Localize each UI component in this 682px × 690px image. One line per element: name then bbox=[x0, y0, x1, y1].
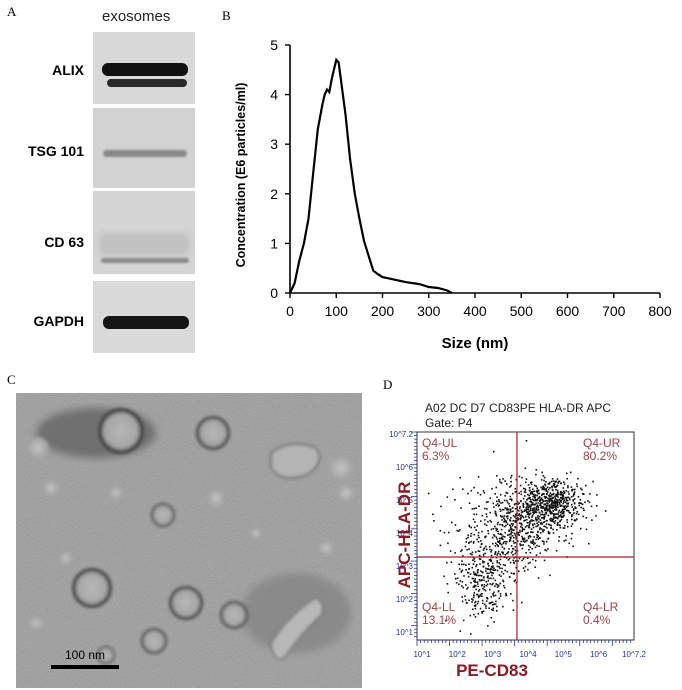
flow-x-tick-label: 10^5 bbox=[555, 650, 573, 659]
x-tick-label: 300 bbox=[417, 303, 441, 319]
chart-axes bbox=[285, 44, 661, 298]
x-axis-label: Size (nm) bbox=[442, 335, 509, 352]
blot-label-cd63: CD 63 bbox=[44, 234, 84, 250]
panel-d-letter: D bbox=[383, 377, 393, 392]
quadrant-ur-name: Q4-UR bbox=[583, 436, 621, 450]
x-tick-label: 700 bbox=[602, 303, 626, 319]
y-tick-label: 3 bbox=[270, 136, 278, 152]
flow-y-tick-label: 10^5 bbox=[396, 496, 414, 505]
flow-x-tick-label: 10^6 bbox=[590, 650, 608, 659]
x-tick-label: 100 bbox=[325, 303, 349, 319]
flow-x-tick-label: 10^7.2 bbox=[622, 650, 646, 659]
plot-frame bbox=[416, 431, 635, 641]
concentration-series-line bbox=[289, 57, 453, 294]
flow-y-tick-label: 10^2 bbox=[396, 595, 414, 604]
x-tick-label: 400 bbox=[463, 303, 487, 319]
vesicle-group bbox=[27, 408, 355, 664]
flow-x-tick-label: 10^4 bbox=[519, 650, 537, 659]
quadrant-ul-percent: 6.3% bbox=[422, 449, 450, 463]
tem-micrograph: 100 nm bbox=[16, 393, 362, 688]
x-tick-label: 200 bbox=[371, 303, 395, 319]
panel-c-letter: C bbox=[7, 372, 16, 387]
exosomes-header: exosomes bbox=[102, 8, 171, 25]
flow-title: A02 DC D7 CD83PE HLA-DR APC bbox=[425, 401, 612, 415]
blot-cd63 bbox=[93, 191, 195, 274]
size-distribution-chart: 0 100 200 300 400 500 600 700 800 0 1 2 3 4 5 Size (n… bbox=[234, 37, 672, 352]
quadrant-ur-percent: 80.2% bbox=[583, 449, 617, 463]
flow-x-tick-label: 10^2 bbox=[449, 650, 467, 659]
flow-gate: Gate: P4 bbox=[425, 416, 473, 430]
blot-label-gapdh: GAPDH bbox=[33, 313, 84, 329]
y-axis-label: Concentration (E6 particles/ml) bbox=[234, 83, 248, 268]
x-tick-labels: 0 100 200 300 400 500 600 700 800 bbox=[286, 303, 672, 319]
y-tick-label: 1 bbox=[270, 235, 278, 251]
y-tick-label: 5 bbox=[270, 37, 278, 53]
flow-y-tick-label: 10^4 bbox=[396, 529, 414, 538]
scale-bar bbox=[51, 665, 119, 669]
y-tick-labels: 0 1 2 3 4 5 bbox=[270, 37, 278, 301]
blot-alix bbox=[93, 32, 195, 104]
flow-y-tick-label: 10^1 bbox=[396, 628, 414, 637]
blot-label-alix: ALIX bbox=[52, 62, 84, 78]
flow-y-tick-label: 10^6 bbox=[396, 463, 414, 472]
x-tick-label: 800 bbox=[648, 303, 672, 319]
flow-x-label: PE-CD83 bbox=[456, 661, 528, 680]
flow-cytometry-plot: Q4-UL 6.3% Q4-UR 80.2% Q4-LL 13.1% Q4-LR… bbox=[389, 430, 646, 680]
x-tick-label: 0 bbox=[286, 303, 294, 319]
flow-y-label: APC-HLA-DR bbox=[395, 482, 414, 589]
quadrant-lr-percent: 0.4% bbox=[583, 613, 611, 627]
flow-x-tick-label: 10^1 bbox=[413, 650, 431, 659]
panel-a-letter: A bbox=[7, 4, 17, 19]
quadrant-ll-percent: 13.1% bbox=[422, 613, 456, 627]
panel-b-letter: B bbox=[222, 8, 231, 23]
quadrant-ul-name: Q4-UL bbox=[422, 436, 458, 450]
quadrant-lr-name: Q4-LR bbox=[583, 600, 619, 614]
y-tick-label: 4 bbox=[270, 87, 278, 103]
flow-y-ticks: 10^1 10^2 10^3 10^4 10^5 10^6 10^7.2 bbox=[389, 430, 417, 637]
quadrant-ll-name: Q4-LL bbox=[422, 600, 456, 614]
scale-bar-label: 100 nm bbox=[65, 648, 105, 662]
blot-gapdh bbox=[93, 281, 195, 353]
x-tick-label: 500 bbox=[510, 303, 534, 319]
blot-label-tsg101: TSG 101 bbox=[27, 143, 84, 159]
flow-y-tick-label: 10^3 bbox=[396, 562, 414, 571]
flow-x-ticks: 10^1 10^2 10^3 10^4 10^5 10^6 10^7.2 bbox=[413, 640, 646, 659]
flow-y-tick-label: 10^7.2 bbox=[389, 430, 413, 439]
y-tick-label: 0 bbox=[270, 285, 278, 301]
blot-tsg101 bbox=[93, 108, 195, 188]
flow-x-tick-label: 10^3 bbox=[484, 650, 502, 659]
event-dots bbox=[427, 440, 607, 635]
y-tick-label: 2 bbox=[270, 186, 278, 202]
x-tick-label: 600 bbox=[556, 303, 580, 319]
